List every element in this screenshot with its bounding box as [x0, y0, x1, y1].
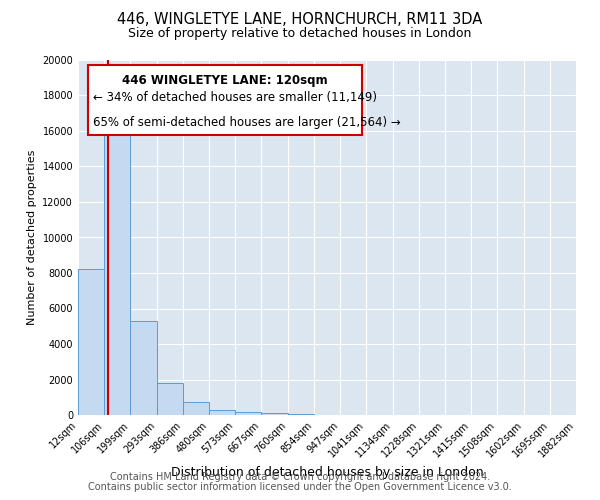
- Bar: [287, 414, 314, 415]
- Bar: [130, 321, 157, 415]
- Text: Contains HM Land Registry data © Crown copyright and database right 2024.: Contains HM Land Registry data © Crown c…: [110, 472, 490, 482]
- Text: 446, WINGLETYE LANE, HORNCHURCH, RM11 3DA: 446, WINGLETYE LANE, HORNCHURCH, RM11 3D…: [118, 12, 482, 28]
- Y-axis label: Number of detached properties: Number of detached properties: [27, 150, 37, 325]
- Bar: [157, 383, 183, 415]
- Bar: [262, 413, 287, 415]
- Bar: [183, 402, 209, 415]
- Text: 65% of semi-detached houses are larger (21,564) →: 65% of semi-detached houses are larger (…: [93, 116, 401, 128]
- FancyBboxPatch shape: [88, 66, 362, 134]
- Text: ← 34% of detached houses are smaller (11,149): ← 34% of detached houses are smaller (11…: [93, 92, 377, 104]
- X-axis label: Distribution of detached houses by size in London: Distribution of detached houses by size …: [170, 466, 484, 479]
- Bar: [209, 410, 235, 415]
- Bar: [104, 120, 130, 415]
- Text: Contains public sector information licensed under the Open Government Licence v3: Contains public sector information licen…: [88, 482, 512, 492]
- Bar: [235, 412, 262, 415]
- Text: Size of property relative to detached houses in London: Size of property relative to detached ho…: [128, 28, 472, 40]
- Text: 446 WINGLETYE LANE: 120sqm: 446 WINGLETYE LANE: 120sqm: [122, 74, 328, 87]
- Bar: [78, 270, 104, 415]
